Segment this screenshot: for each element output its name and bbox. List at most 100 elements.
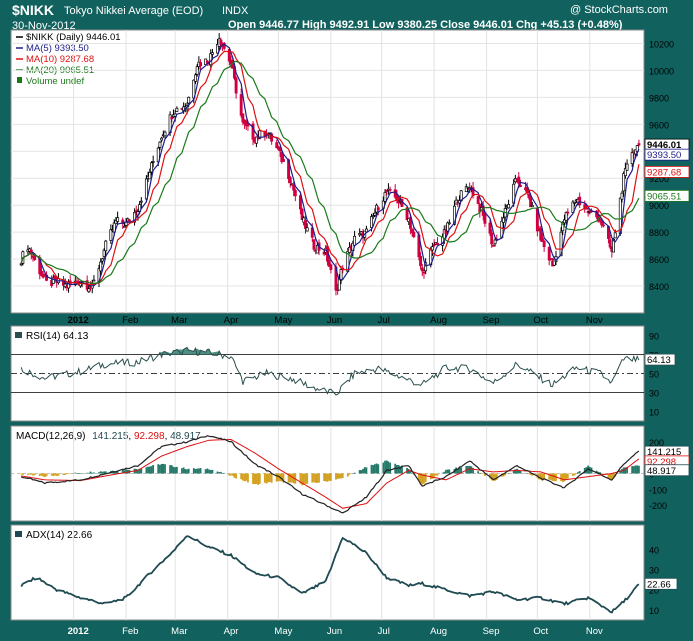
- macd-hist-bar: [524, 472, 527, 474]
- price-candle: [41, 275, 45, 278]
- price-candle: [371, 215, 375, 218]
- price-candle: [530, 205, 534, 208]
- macd-hist-bar: [52, 473, 55, 477]
- macd-hist-bar: [27, 473, 29, 475]
- price-candle: [491, 245, 495, 247]
- price-candle: [476, 196, 480, 204]
- macd-hist-bar: [636, 465, 639, 474]
- price-candle: [502, 217, 505, 223]
- price-candle: [529, 197, 533, 208]
- adx-value-label: 22.66: [647, 579, 671, 590]
- macd-hist-bar: [211, 469, 214, 474]
- price-tick-label: 8800: [649, 228, 669, 238]
- macd-hist-bar: [233, 473, 236, 478]
- macd-hist-bar: [514, 469, 517, 474]
- macd-hist-bar: [148, 466, 151, 474]
- price-candle: [33, 255, 37, 260]
- price-candle: [275, 142, 279, 149]
- price-candle: [241, 113, 245, 123]
- macd-hist-bar: [341, 473, 344, 478]
- macd-title-main: MACD(12,26,9): [16, 431, 85, 442]
- macd-hist-bar: [353, 472, 356, 474]
- price-candle: [276, 146, 280, 150]
- price-candle: [598, 219, 602, 221]
- price-value-label: 9287.68: [647, 167, 681, 178]
- price-candle: [114, 220, 118, 224]
- price-candle: [608, 239, 612, 248]
- macd-hist-bar: [252, 473, 254, 485]
- macd-hist-bar: [494, 473, 496, 481]
- macd-hist-bar: [472, 467, 474, 474]
- macd-hist-bar: [632, 466, 635, 474]
- price-value-label: 9393.50: [647, 150, 681, 161]
- price-candle: [251, 123, 255, 140]
- macd-hist-bar: [306, 473, 309, 484]
- price-candle: [292, 183, 296, 191]
- macd-hist-bar: [104, 471, 107, 474]
- macd-hist-bar: [42, 473, 45, 477]
- price-candle: [573, 201, 577, 204]
- price-candle: [436, 242, 439, 246]
- macd-hist-bar: [358, 470, 361, 474]
- macd-hist-bar: [164, 464, 166, 474]
- macd-tick-label: -200: [649, 501, 667, 511]
- price-candle: [623, 168, 627, 177]
- x-tick-label-mid: Mar: [171, 315, 187, 326]
- macd-hist-bar: [395, 464, 398, 474]
- macd-hist-bar: [216, 471, 219, 474]
- macd-hist-bar: [45, 473, 48, 477]
- price-candle: [578, 196, 582, 206]
- price-candle: [40, 271, 43, 276]
- price-candle: [410, 229, 414, 233]
- macd-hist-bar: [360, 470, 363, 474]
- price-candle: [122, 225, 126, 228]
- macd-hist-bar: [478, 473, 481, 474]
- price-candle: [300, 208, 304, 220]
- macd-hist-bar: [258, 473, 261, 484]
- macd-hist-bar: [186, 469, 188, 474]
- macd-hist-bar: [519, 470, 522, 474]
- price-candle: [446, 222, 450, 232]
- price-candle: [464, 186, 468, 193]
- macd-hist-bar: [81, 473, 83, 474]
- macd-hist-bar: [504, 473, 507, 476]
- macd-hist-bar: [230, 473, 232, 476]
- macd-hist-bar: [550, 473, 552, 480]
- price-candle: [625, 163, 629, 171]
- price-candle: [144, 178, 148, 200]
- macd-hist-bar: [267, 473, 270, 483]
- price-tick-label: 8600: [649, 255, 669, 265]
- x-tick-label-bottom: Jul: [378, 626, 390, 637]
- price-candle: [507, 204, 511, 209]
- price-candle: [219, 39, 223, 45]
- macd-hist-bar: [516, 468, 518, 474]
- price-candle: [112, 222, 116, 233]
- macd-hist-bar: [147, 466, 149, 474]
- quote-line: Open 9446.77 High 9492.91 Low 9380.25 Cl…: [228, 19, 623, 31]
- macd-hist-bar: [209, 470, 212, 474]
- macd-hist-bar: [373, 464, 376, 474]
- macd-hist-bar: [597, 471, 600, 474]
- macd-hist-bar: [20, 473, 23, 475]
- macd-hist-bar: [529, 473, 532, 476]
- macd-hist-bar: [138, 468, 141, 474]
- macd-hist-bar: [336, 473, 339, 479]
- price-candle: [139, 200, 143, 203]
- price-candle: [483, 212, 487, 224]
- macd-hist-bar: [338, 473, 341, 479]
- macd-hist-bar: [362, 468, 364, 474]
- macd-hist-bar: [638, 465, 640, 474]
- price-candle: [430, 246, 434, 251]
- macd-hist-bar: [125, 469, 127, 474]
- macd-hist-bar: [512, 470, 515, 474]
- macd-hist-bar: [335, 473, 337, 480]
- macd-hist-bar: [324, 473, 327, 482]
- price-candle: [216, 44, 219, 54]
- macd-hist-bar: [575, 473, 578, 474]
- price-candle: [102, 249, 106, 257]
- macd-hist-bar: [240, 473, 243, 480]
- macd-hist-bar: [280, 473, 283, 482]
- price-candle: [51, 277, 55, 284]
- price-candle: [87, 288, 91, 293]
